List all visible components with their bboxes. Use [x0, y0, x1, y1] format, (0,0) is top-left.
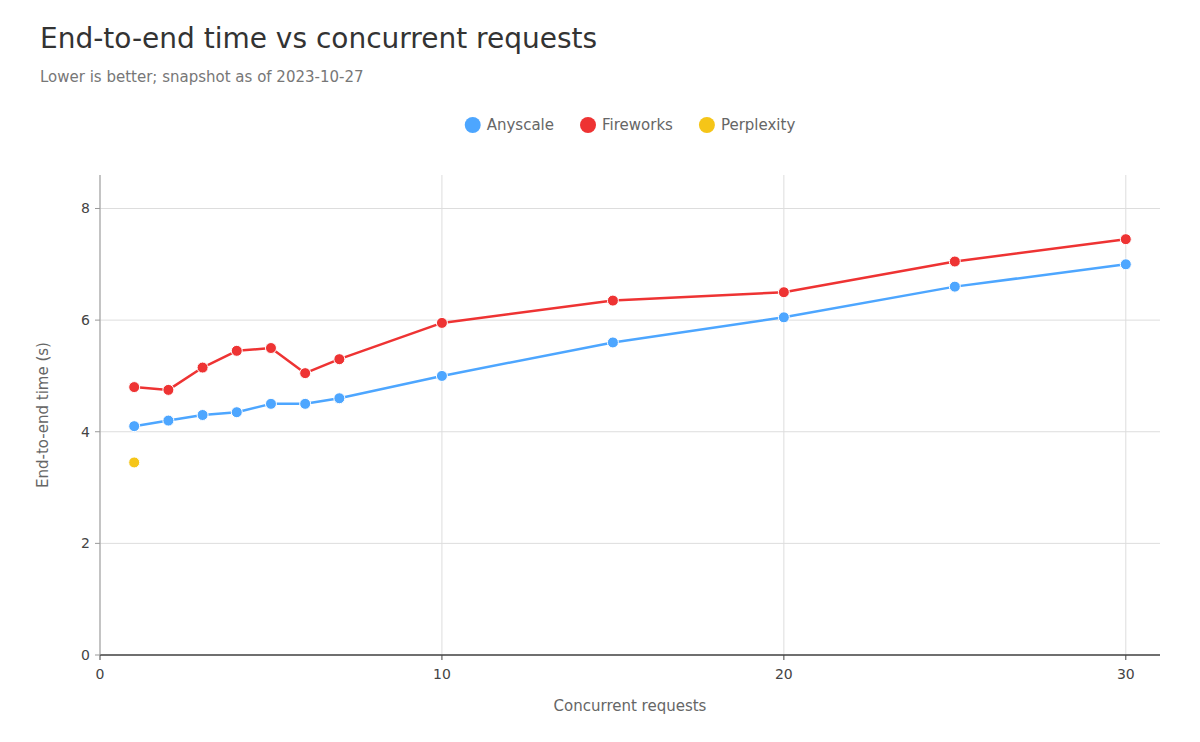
legend-label: Fireworks [602, 116, 673, 134]
legend-label: Anyscale [487, 116, 554, 134]
point [436, 317, 447, 328]
legend-item: Anyscale [465, 116, 554, 134]
grid-line [1125, 175, 1126, 655]
line [134, 239, 1126, 390]
point [129, 457, 140, 468]
grid-line [100, 208, 1160, 209]
legend: Anyscale Fireworks Perplexity [465, 116, 796, 134]
x-tick-label: 30 [1117, 666, 1135, 682]
legend-item: Fireworks [580, 116, 673, 134]
y-tick-label: 2 [81, 535, 90, 551]
plot-area [129, 234, 1132, 468]
x-tick [1125, 655, 1126, 660]
point [197, 362, 208, 373]
y-tick-label: 4 [81, 424, 90, 440]
grid-line [783, 175, 784, 655]
y-tick [95, 431, 100, 432]
x-tick-label: 10 [433, 666, 451, 682]
grid [100, 175, 1160, 655]
axes: 0 10 20 30 0 2 4 6 8 [81, 200, 1135, 682]
point [778, 312, 789, 323]
point [300, 398, 311, 409]
point [436, 370, 447, 381]
point [129, 382, 140, 393]
point [129, 421, 140, 432]
x-tick [100, 655, 101, 660]
line [134, 264, 1126, 426]
legend-item: Perplexity [699, 116, 795, 134]
y-tick-label: 0 [81, 647, 90, 663]
series [129, 259, 1132, 432]
y-tick-label: 6 [81, 312, 90, 328]
y-tick [95, 543, 100, 544]
point [607, 295, 618, 306]
y-tick [95, 655, 100, 656]
point [334, 354, 345, 365]
legend-label: Perplexity [721, 116, 795, 134]
series [129, 457, 140, 468]
x-tick-label: 0 [96, 666, 105, 682]
grid-line [100, 431, 1160, 432]
title: End-to-end time vs concurrent requests [40, 22, 597, 55]
y-tick-label: 8 [81, 200, 90, 216]
point [949, 256, 960, 267]
point [300, 368, 311, 379]
point [163, 415, 174, 426]
point [607, 337, 618, 348]
grid-line [441, 175, 442, 655]
legend-marker [465, 117, 481, 133]
x-tick [441, 655, 442, 660]
x-tick [783, 655, 784, 660]
point [265, 343, 276, 354]
grid-line [100, 655, 1160, 656]
x-axis-line [100, 654, 1160, 656]
subtitle: Lower is better; snapshot as of 2023-10-… [40, 68, 364, 86]
legend-marker [699, 117, 715, 133]
x-axis-label: Concurrent requests [554, 697, 707, 715]
x-tick-label: 20 [775, 666, 793, 682]
y-tick [95, 320, 100, 321]
y-tick [95, 208, 100, 209]
point [163, 384, 174, 395]
chart: End-to-end time vs concurrent requests Lo… [0, 0, 1200, 742]
grid-line [100, 175, 101, 655]
y-axis-label: End-to-end time (s) [34, 342, 52, 488]
point [265, 398, 276, 409]
y-axis-line [100, 175, 101, 655]
series [129, 234, 1132, 396]
point [949, 281, 960, 292]
point [231, 345, 242, 356]
point [334, 393, 345, 404]
grid-line [100, 543, 1160, 544]
legend-marker [580, 117, 596, 133]
point [197, 410, 208, 421]
point [231, 407, 242, 418]
point [1120, 259, 1131, 270]
point [1120, 234, 1131, 245]
grid-line [100, 320, 1160, 321]
point [778, 287, 789, 298]
